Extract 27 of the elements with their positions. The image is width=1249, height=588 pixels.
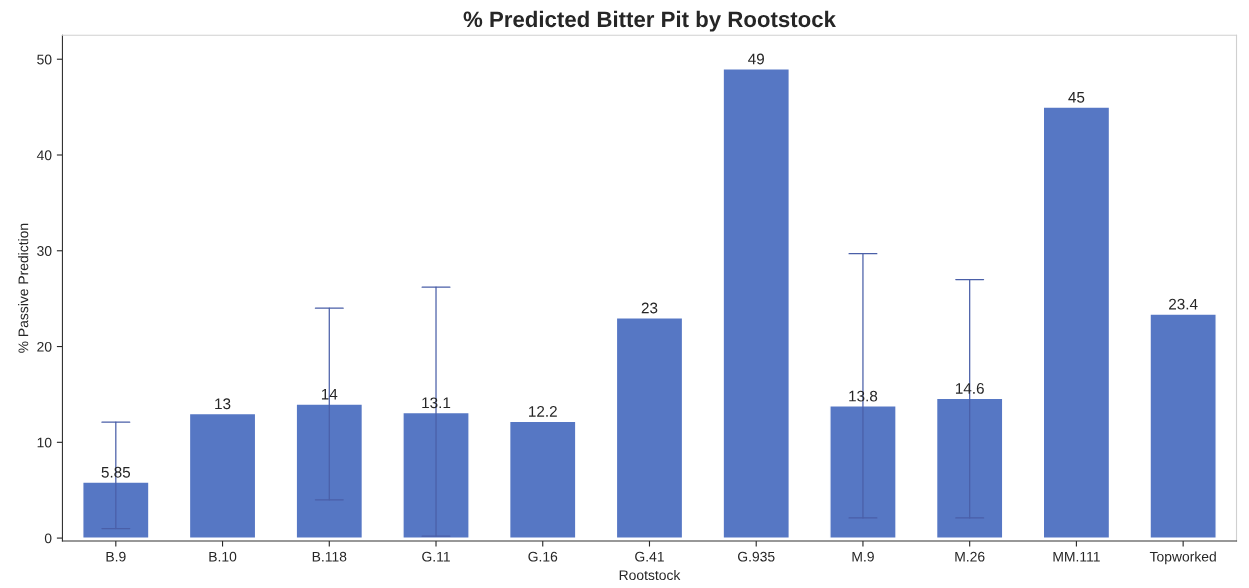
x-tick-label: G.41 — [635, 551, 664, 562]
data-label: 45 — [1068, 92, 1085, 103]
y-axis-title: % Passive Prediction — [18, 223, 29, 353]
chart-title: % Predicted Bitter Pit by Rootstock — [463, 10, 836, 32]
y-tick-label: 40 — [36, 150, 52, 161]
x-tick-label: G.16 — [528, 551, 558, 562]
y-tick-label: 20 — [37, 341, 52, 352]
data-label: 23 — [641, 302, 658, 314]
x-tick-label: M.26 — [955, 551, 985, 562]
x-tick-label: B.10 — [209, 551, 237, 562]
x-tick-label: G.11 — [422, 551, 450, 562]
data-label: 23.4 — [1169, 298, 1198, 310]
data-label: 13.1 — [422, 397, 451, 409]
data-label: 49 — [748, 53, 764, 65]
x-tick-label: MM.111 — [1053, 551, 1100, 562]
y-tick-label: 10 — [37, 437, 52, 448]
x-tick-label: M.9 — [852, 551, 874, 562]
y-tick-label: 0 — [44, 533, 52, 544]
data-label: 13 — [215, 398, 231, 410]
y-tick-label: 50 — [37, 54, 52, 65]
x-axis-title: Rootstock — [619, 569, 681, 581]
x-tick-label: G.935 — [738, 551, 775, 562]
data-label: 12.2 — [529, 406, 557, 417]
x-tick-label: B.9 — [106, 551, 126, 562]
y-tick-label: 30 — [37, 246, 52, 256]
x-tick-label: B.118 — [312, 551, 347, 562]
x-tick-label: Topworked — [1149, 551, 1216, 565]
